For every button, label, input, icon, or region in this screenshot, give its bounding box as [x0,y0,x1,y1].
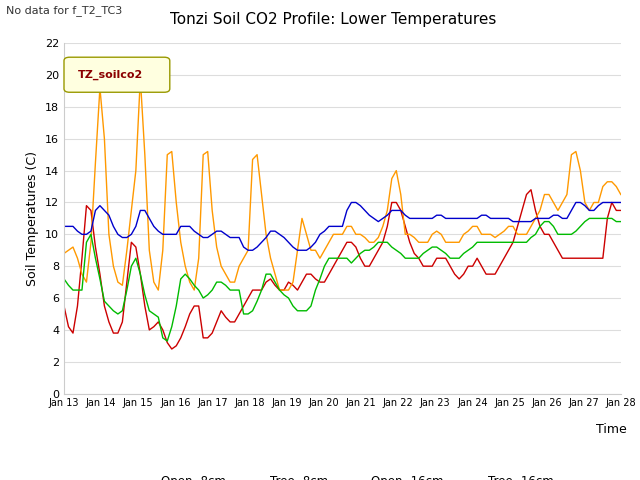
FancyBboxPatch shape [64,57,170,92]
Text: No data for f_T2_TC3: No data for f_T2_TC3 [6,5,123,16]
X-axis label: Time: Time [596,423,627,436]
Y-axis label: Soil Temperatures (C): Soil Temperatures (C) [26,151,39,286]
Legend: Open -8cm, Tree -8cm, Open -16cm, Tree -16cm: Open -8cm, Tree -8cm, Open -16cm, Tree -… [127,470,558,480]
Text: TZ_soilco2: TZ_soilco2 [78,70,143,80]
Text: Tonzi Soil CO2 Profile: Lower Temperatures: Tonzi Soil CO2 Profile: Lower Temperatur… [170,12,496,27]
